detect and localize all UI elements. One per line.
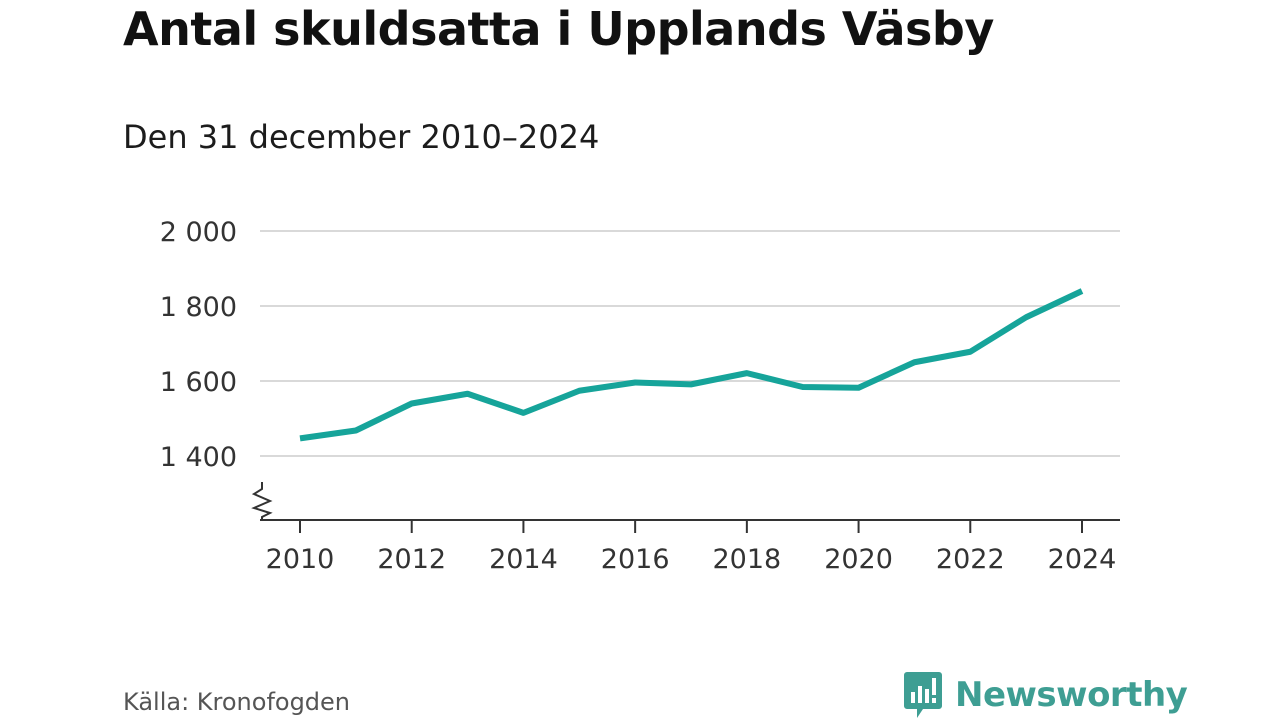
- x-tick-label-2020: 2020: [824, 544, 893, 575]
- x-tick-label-2024: 2024: [1048, 544, 1117, 575]
- x-tick-label-2012: 2012: [377, 544, 446, 575]
- source-note: Källa: Kronofogden: [123, 688, 351, 716]
- y-tick-label-2000: 2 000: [160, 217, 237, 248]
- series-layer: [299, 288, 1084, 442]
- y-tick-label-1800: 1 800: [160, 292, 237, 323]
- newsworthy-logo-icon: [904, 672, 942, 718]
- x-axis: [251, 482, 1120, 533]
- chart-subtitle: Den 31 december 2010–2024: [123, 118, 600, 156]
- brand-logo: Newsworthy: [903, 670, 1188, 720]
- y-axis-break: [251, 482, 273, 520]
- x-tick-label-2016: 2016: [601, 544, 670, 575]
- x-tick-label-2022: 2022: [936, 544, 1005, 575]
- x-tick-label-2014: 2014: [489, 544, 558, 575]
- x-tick-label-2010: 2010: [266, 544, 335, 575]
- tick-labels: 1 400 1 600 1 800 2 000 2010 2012 2014 2016 2018…: [160, 217, 1117, 575]
- brand-name: Newsworthy: [955, 675, 1188, 715]
- grid-lines: [260, 230, 1120, 457]
- series-line-0: [299, 288, 1084, 442]
- y-tick-label-1600: 1 600: [160, 367, 237, 398]
- x-tick-label-2018: 2018: [712, 544, 781, 575]
- chart-title: Antal skuldsatta i Upplands Väsby: [123, 2, 994, 56]
- y-tick-label-1400: 1 400: [160, 442, 237, 473]
